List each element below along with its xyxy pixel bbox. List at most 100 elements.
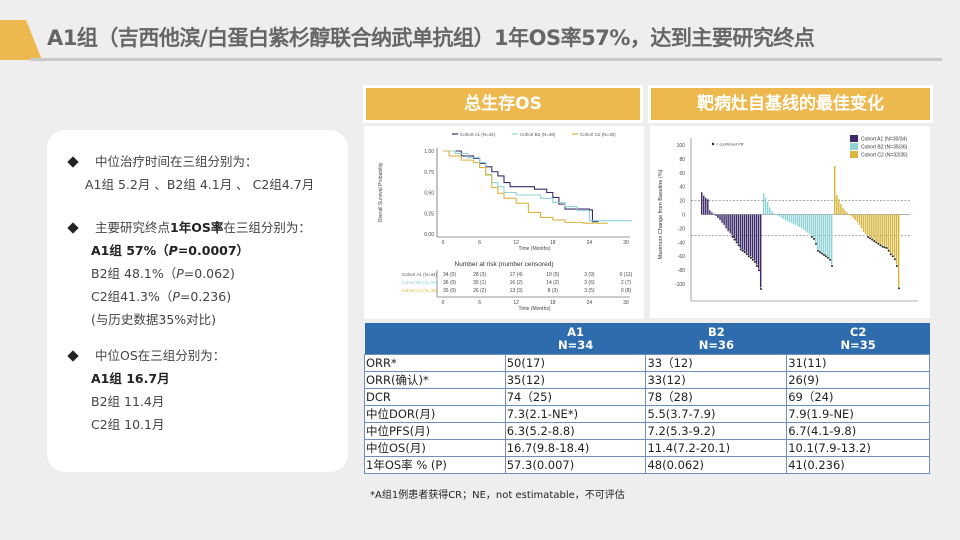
svg-text:0: 0	[682, 213, 685, 219]
svg-text:3 (6): 3 (6)	[584, 280, 595, 286]
cell: 16.7(9.8-18.4)	[504, 439, 647, 457]
label: C2组41.3%（	[91, 289, 173, 304]
p-symbol: P	[176, 266, 184, 281]
svg-text:Cohort A1 (N=34): Cohort A1 (N=34)	[460, 132, 496, 137]
svg-text:3 (9): 3 (9)	[584, 272, 595, 278]
os-section-title: 总生存OS	[366, 88, 640, 120]
cell: 41(0.236)	[786, 456, 930, 474]
cohort-name: A1	[567, 325, 585, 339]
svg-text:Maximum Change from Baseline (: Maximum Change from Baseline (%)	[658, 169, 664, 259]
svg-text:Cohort B2 (N=36): Cohort B2 (N=36)	[402, 280, 438, 285]
waterfall-chart: 100 80 60 40 20 0 -20 -40 -60 -80 -100 Maximum Chan…	[650, 126, 930, 318]
header-cell-a1: A1 N=34	[505, 323, 646, 355]
svg-text:Cohort C2 (N=35): Cohort C2 (N=35)	[401, 288, 437, 293]
title-accent-shape	[0, 20, 42, 60]
bullet-text: A1组 5.2月 、B2组 4.1月 、 C2组4.7月	[85, 177, 315, 192]
svg-text:35 (0): 35 (0)	[443, 288, 456, 294]
row-label: 中位DOR(月)	[364, 405, 506, 423]
cell: 57.3(0.007)	[504, 456, 647, 474]
efficacy-table: A1 N=34 B2 N=36 C2 N=35 ORR* 50(17) 33（12) 31(…	[364, 323, 930, 474]
cohort-n: N=35	[840, 338, 876, 352]
svg-text:14 (2): 14 (2)	[546, 280, 559, 286]
svg-text:0: 0	[442, 300, 445, 306]
bullet-heading: 中位OS在三组分别为：	[95, 348, 226, 363]
table-row: 中位OS(月) 16.7(9.8-18.4) 11.4(7.2-20.1) 10.1(…	[364, 439, 930, 457]
cell: 6.7(4.1-9.8)	[786, 422, 930, 440]
svg-text:0: 0	[442, 240, 445, 246]
median-os-c2: C2组 10.1月	[91, 417, 165, 432]
cell: 69（24)	[786, 388, 930, 406]
svg-text:13 (3): 13 (3)	[510, 288, 523, 294]
svg-text:26 (2): 26 (2)	[473, 288, 486, 294]
os-rate-b2: B2组 48.1%（P=0.062)	[67, 262, 311, 285]
table-row: ORR(确认)* 35(12) 33(12) 26(9)	[364, 371, 930, 389]
svg-text:18: 18	[550, 300, 556, 306]
row-label: 中位OS(月)	[364, 439, 506, 457]
summary-card: 中位治疗时间在三组分别为： A1组 5.2月 、B2组 4.1月 、 C2组4.…	[47, 130, 348, 472]
cell: 31(11)	[786, 354, 930, 372]
svg-text:10 (5): 10 (5)	[546, 272, 559, 278]
table-row: DCR 74（25) 78（28) 69（24)	[364, 388, 930, 406]
cell: 48(0.062)	[645, 456, 788, 474]
os-rate-c2: C2组41.3%（P=0.236)	[67, 285, 311, 308]
km-chart-svg: Cohort A1 (N=34) Cohort B2 (N=36) Cohort C…	[378, 132, 633, 312]
bullet-heading: 主要研究终点	[95, 220, 171, 235]
p-symbol: P	[168, 243, 178, 258]
page-title: A1组（吉西他滨/白蛋白紫杉醇联合纳武单抗组）1年OS率57%，达到主要研究终点	[47, 26, 815, 50]
median-os-a1: A1组 16.7月	[91, 371, 170, 386]
svg-text:0 (8): 0 (8)	[621, 288, 632, 294]
value: =0.0007）	[177, 243, 250, 258]
svg-text:0.00: 0.00	[424, 232, 434, 238]
svg-text:-60: -60	[678, 254, 685, 260]
svg-text:30: 30	[623, 300, 629, 306]
svg-text:34 (0): 34 (0)	[443, 272, 456, 278]
svg-text:17 (4): 17 (4)	[510, 272, 523, 278]
summary-treatment-duration: 中位治疗时间在三组分别为： A1组 5.2月 、B2组 4.1月 、 C2组4.…	[67, 150, 314, 196]
table-row: 中位PFS(月) 6.3(5.2-8.8) 7.2(5.3-9.2) 6.7(4.1-…	[364, 422, 930, 440]
historical-comparison-note: (与历史数据35%对比)	[91, 312, 217, 327]
svg-text:Overall Survival Probability: Overall Survival Probability	[378, 162, 384, 222]
cell: 10.1(7.9-13.2)	[786, 439, 930, 457]
svg-text:28 (3): 28 (3)	[473, 272, 486, 278]
svg-text:Cohort B2 (N=36): Cohort B2 (N=36)	[520, 132, 556, 137]
summary-primary-endpoint: 主要研究终点 1年OS率 在三组分别为： A1组 57%（P=0.0007） B2组…	[67, 216, 311, 331]
table-row: 中位DOR(月) 7.3(2.1-NE*) 5.5(3.7-7.9) 7.9(1.9-…	[364, 405, 930, 423]
cohort-name: C2	[849, 325, 867, 339]
svg-text:6: 6	[478, 300, 481, 306]
footnote: *A组1例患者获得CR；NE，not estimatable，不可评估	[370, 490, 625, 501]
waterfall-chart-svg: 100 80 60 40 20 0 -20 -40 -60 -80 -100 Maximum Chan…	[658, 135, 918, 302]
waterfall-section-header: 靶病灶自基线的最佳变化	[648, 85, 933, 123]
os-section-header: 总生存OS	[363, 85, 643, 123]
svg-text:Time (Months): Time (Months)	[518, 246, 550, 252]
cell: 5.5(3.7-7.9)	[645, 405, 788, 423]
bullet-heading-emphasis: 1年OS率	[170, 220, 224, 235]
diamond-bullet-icon	[67, 349, 79, 362]
svg-text:Cohort C2 (N=32/35): Cohort C2 (N=32/35)	[861, 153, 908, 159]
svg-text:36 (0): 36 (0)	[443, 280, 456, 286]
svg-text:Number at risk (number censore: Number at risk (number censored)	[455, 261, 554, 268]
bullet-heading: 中位治疗时间在三组分别为：	[95, 154, 258, 169]
svg-text:12: 12	[513, 300, 519, 306]
label: B2组 48.1%（	[91, 266, 177, 281]
svg-text:20: 20	[679, 199, 685, 205]
p-symbol: P	[172, 289, 180, 304]
cohort-n: N=34	[557, 338, 594, 352]
svg-text:60: 60	[679, 171, 685, 177]
svg-text:6: 6	[478, 240, 481, 246]
row-label: 中位PFS(月)	[364, 422, 506, 440]
svg-text:24: 24	[587, 240, 593, 246]
cell: 35(12)	[504, 371, 647, 389]
title-divider	[30, 58, 942, 61]
header-cell-b2: B2 N=36	[645, 323, 787, 355]
cell: 78（28)	[645, 388, 788, 406]
svg-text:0.75: 0.75	[424, 170, 434, 176]
svg-text:100: 100	[677, 143, 686, 149]
svg-text:1.00: 1.00	[424, 149, 434, 155]
svg-text:0.25: 0.25	[424, 211, 434, 217]
svg-text:3 (5): 3 (5)	[584, 288, 595, 294]
svg-text:0.50: 0.50	[424, 191, 434, 197]
summary-median-os: 中位OS在三组分别为： A1组 16.7月 B2组 11.4月 C2组 10.1…	[67, 344, 225, 436]
cell: 74（25)	[504, 388, 647, 406]
cell: 26(9)	[786, 371, 930, 389]
svg-text:= confirmed PR: = confirmed PR	[716, 142, 744, 147]
